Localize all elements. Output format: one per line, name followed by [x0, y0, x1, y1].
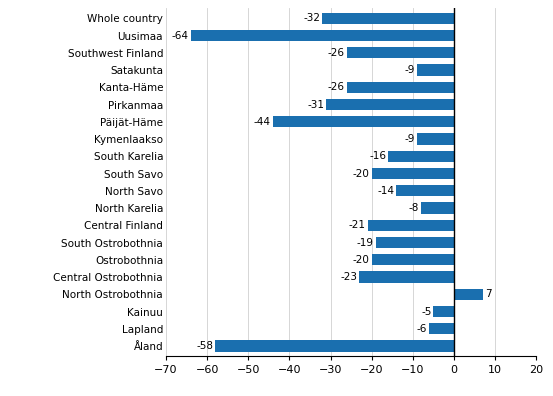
- Text: -26: -26: [328, 48, 345, 58]
- Text: -31: -31: [307, 99, 325, 110]
- Text: -64: -64: [171, 30, 189, 40]
- Bar: [326, 99, 454, 110]
- Bar: [376, 237, 454, 248]
- Text: -8: -8: [409, 203, 419, 213]
- Text: -14: -14: [377, 186, 394, 196]
- Bar: [388, 150, 454, 162]
- Bar: [397, 185, 454, 196]
- Bar: [322, 13, 454, 24]
- Bar: [347, 47, 454, 58]
- Bar: [372, 168, 454, 179]
- Text: -5: -5: [421, 307, 431, 316]
- Text: -21: -21: [348, 220, 366, 230]
- Text: -26: -26: [328, 82, 345, 92]
- Text: -23: -23: [340, 272, 357, 282]
- Bar: [191, 30, 454, 41]
- Bar: [429, 323, 454, 334]
- Text: -58: -58: [196, 341, 213, 351]
- Bar: [434, 306, 454, 317]
- Bar: [368, 220, 454, 231]
- Bar: [347, 82, 454, 93]
- Text: -32: -32: [303, 13, 320, 23]
- Bar: [454, 289, 483, 300]
- Bar: [372, 254, 454, 265]
- Text: -44: -44: [254, 117, 271, 127]
- Text: -20: -20: [353, 255, 369, 265]
- Text: 7: 7: [485, 289, 492, 299]
- Bar: [359, 271, 454, 283]
- Text: -20: -20: [353, 169, 369, 179]
- Bar: [421, 202, 454, 214]
- Bar: [417, 65, 454, 76]
- Text: -6: -6: [417, 324, 427, 334]
- Text: -9: -9: [405, 134, 415, 144]
- Bar: [273, 116, 454, 128]
- Bar: [215, 341, 454, 352]
- Text: -19: -19: [357, 238, 374, 248]
- Bar: [417, 133, 454, 145]
- Text: -9: -9: [405, 65, 415, 75]
- Text: -16: -16: [369, 151, 386, 161]
